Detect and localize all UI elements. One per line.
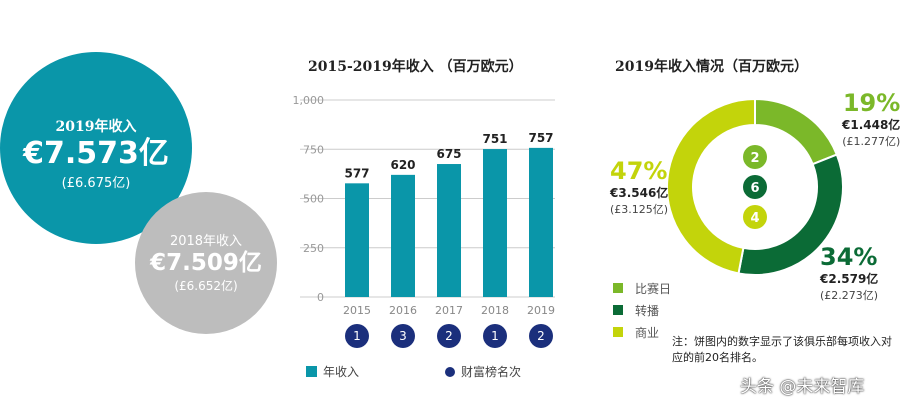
bar-value-label: 577 [344, 166, 369, 180]
legend-swatch-rank [445, 366, 456, 377]
eur-broadcast: €2.579亿 [820, 272, 879, 286]
y-tick-label: 250 [303, 242, 324, 255]
revenue-2018-gbp: (£6.652亿) [174, 279, 238, 293]
rank-label: 1 [491, 329, 499, 343]
eur-commercial: €3.546亿 [610, 186, 669, 200]
bar [437, 164, 461, 297]
pct-commercial: 47% [610, 157, 668, 185]
bar [529, 147, 553, 297]
legend-item-commercial: 商业 [613, 322, 671, 344]
rank-badge [743, 175, 767, 199]
slice-label-broadcast: 34% €2.579亿 (£2.273亿) [820, 244, 878, 303]
donut-note: 注：饼图内的数字显示了该俱乐部每项收入对应的前20名排名。 [672, 335, 892, 364]
rank-label: 2 [445, 329, 453, 343]
legend-swatch-broadcast [613, 305, 623, 315]
x-tick-label: 2017 [435, 304, 463, 317]
rank-badge [345, 324, 369, 348]
legend-swatch-revenue [306, 366, 317, 377]
legend-label-broadcast: 转播 [635, 304, 660, 318]
legend-swatch-matchday [613, 283, 623, 293]
bar-value-label: 620 [390, 158, 415, 172]
x-tick-label: 2018 [481, 304, 509, 317]
rank-badge [391, 324, 415, 348]
bar [391, 174, 415, 297]
rank-badge [529, 324, 553, 348]
rank-label: 2 [537, 329, 545, 343]
donut-chart: 2 6 4 [666, 97, 844, 276]
donut-chart-title: 2019年收入情况（百万欧元） [615, 59, 808, 75]
x-tick-label: 2019 [527, 304, 555, 317]
pct-matchday: 19% [842, 89, 901, 117]
rank-badge [483, 324, 507, 348]
revenue-2018-value: €7.509亿 [150, 250, 262, 276]
gbp-matchday: (£1.277亿) [842, 135, 901, 148]
legend-item-broadcast: 转播 [613, 300, 671, 322]
revenue-2019-value: €7.573亿 [23, 136, 169, 171]
y-tick-label: 500 [303, 193, 324, 206]
donut-legend: 比赛日 转播 商业 [613, 278, 671, 344]
donut-slice [666, 97, 756, 275]
rank-badge [437, 324, 461, 348]
y-tick-label: 0 [317, 291, 324, 304]
rank-label: 1 [353, 329, 361, 343]
bar-value-label: 675 [436, 147, 461, 161]
legend-label-commercial: 商业 [635, 326, 660, 340]
watermark: 头条 @未来智库 [740, 377, 865, 397]
gbp-commercial: (£3.125亿) [610, 203, 669, 216]
slice-label-matchday: 19% €1.448亿 (£1.277亿) [842, 90, 900, 149]
rank-badge [743, 205, 767, 229]
y-tick-label: 1,000 [293, 94, 325, 107]
x-tick-label: 2016 [389, 304, 417, 317]
legend-label-rank: 财富榜名次 [461, 365, 522, 379]
pct-broadcast: 34% [820, 243, 878, 271]
x-tick-label: 2015 [343, 304, 371, 317]
revenue-2018-label: 2018年收入 [169, 234, 243, 249]
gbp-broadcast: (£2.273亿) [820, 289, 879, 302]
revenue-2019-circle: 2019年收入 €7.573亿 (£6.675亿) [0, 52, 192, 244]
legend-label-revenue: 年收入 [323, 365, 360, 379]
rank-label: 6 [750, 181, 759, 196]
legend-swatch-commercial [613, 327, 623, 337]
eur-matchday: €1.448亿 [842, 118, 901, 132]
rank-label: 3 [399, 329, 407, 343]
rank-label: 4 [750, 211, 759, 226]
bar-legend: 年收入 财富榜名次 [306, 363, 521, 380]
bar-chart-title: 2015-2019年收入 （百万欧元） [308, 59, 523, 75]
revenue-2019-label: 2019年收入 [55, 119, 137, 135]
rank-label: 2 [750, 151, 759, 166]
legend-label-matchday: 比赛日 [635, 282, 672, 296]
bar-value-label: 751 [482, 132, 507, 146]
donut-slice [754, 97, 839, 166]
revenue-2019-gbp: (£6.675亿) [61, 176, 131, 191]
revenue-2018-circle: 2018年收入 €7.509亿 (£6.652亿) [135, 192, 277, 334]
legend-item-matchday: 比赛日 [613, 278, 671, 300]
y-tick-label: 750 [303, 143, 324, 156]
bar [483, 149, 507, 297]
bar [345, 183, 369, 297]
slice-label-commercial: 47% €3.546亿 (£3.125亿) [610, 158, 668, 217]
bar-value-label: 757 [528, 131, 553, 145]
rank-badge [743, 145, 767, 169]
bar-chart: 0 250 500 750 1,000 577 2015 1 620 2016 3 675 2017 2 7… [293, 94, 555, 348]
